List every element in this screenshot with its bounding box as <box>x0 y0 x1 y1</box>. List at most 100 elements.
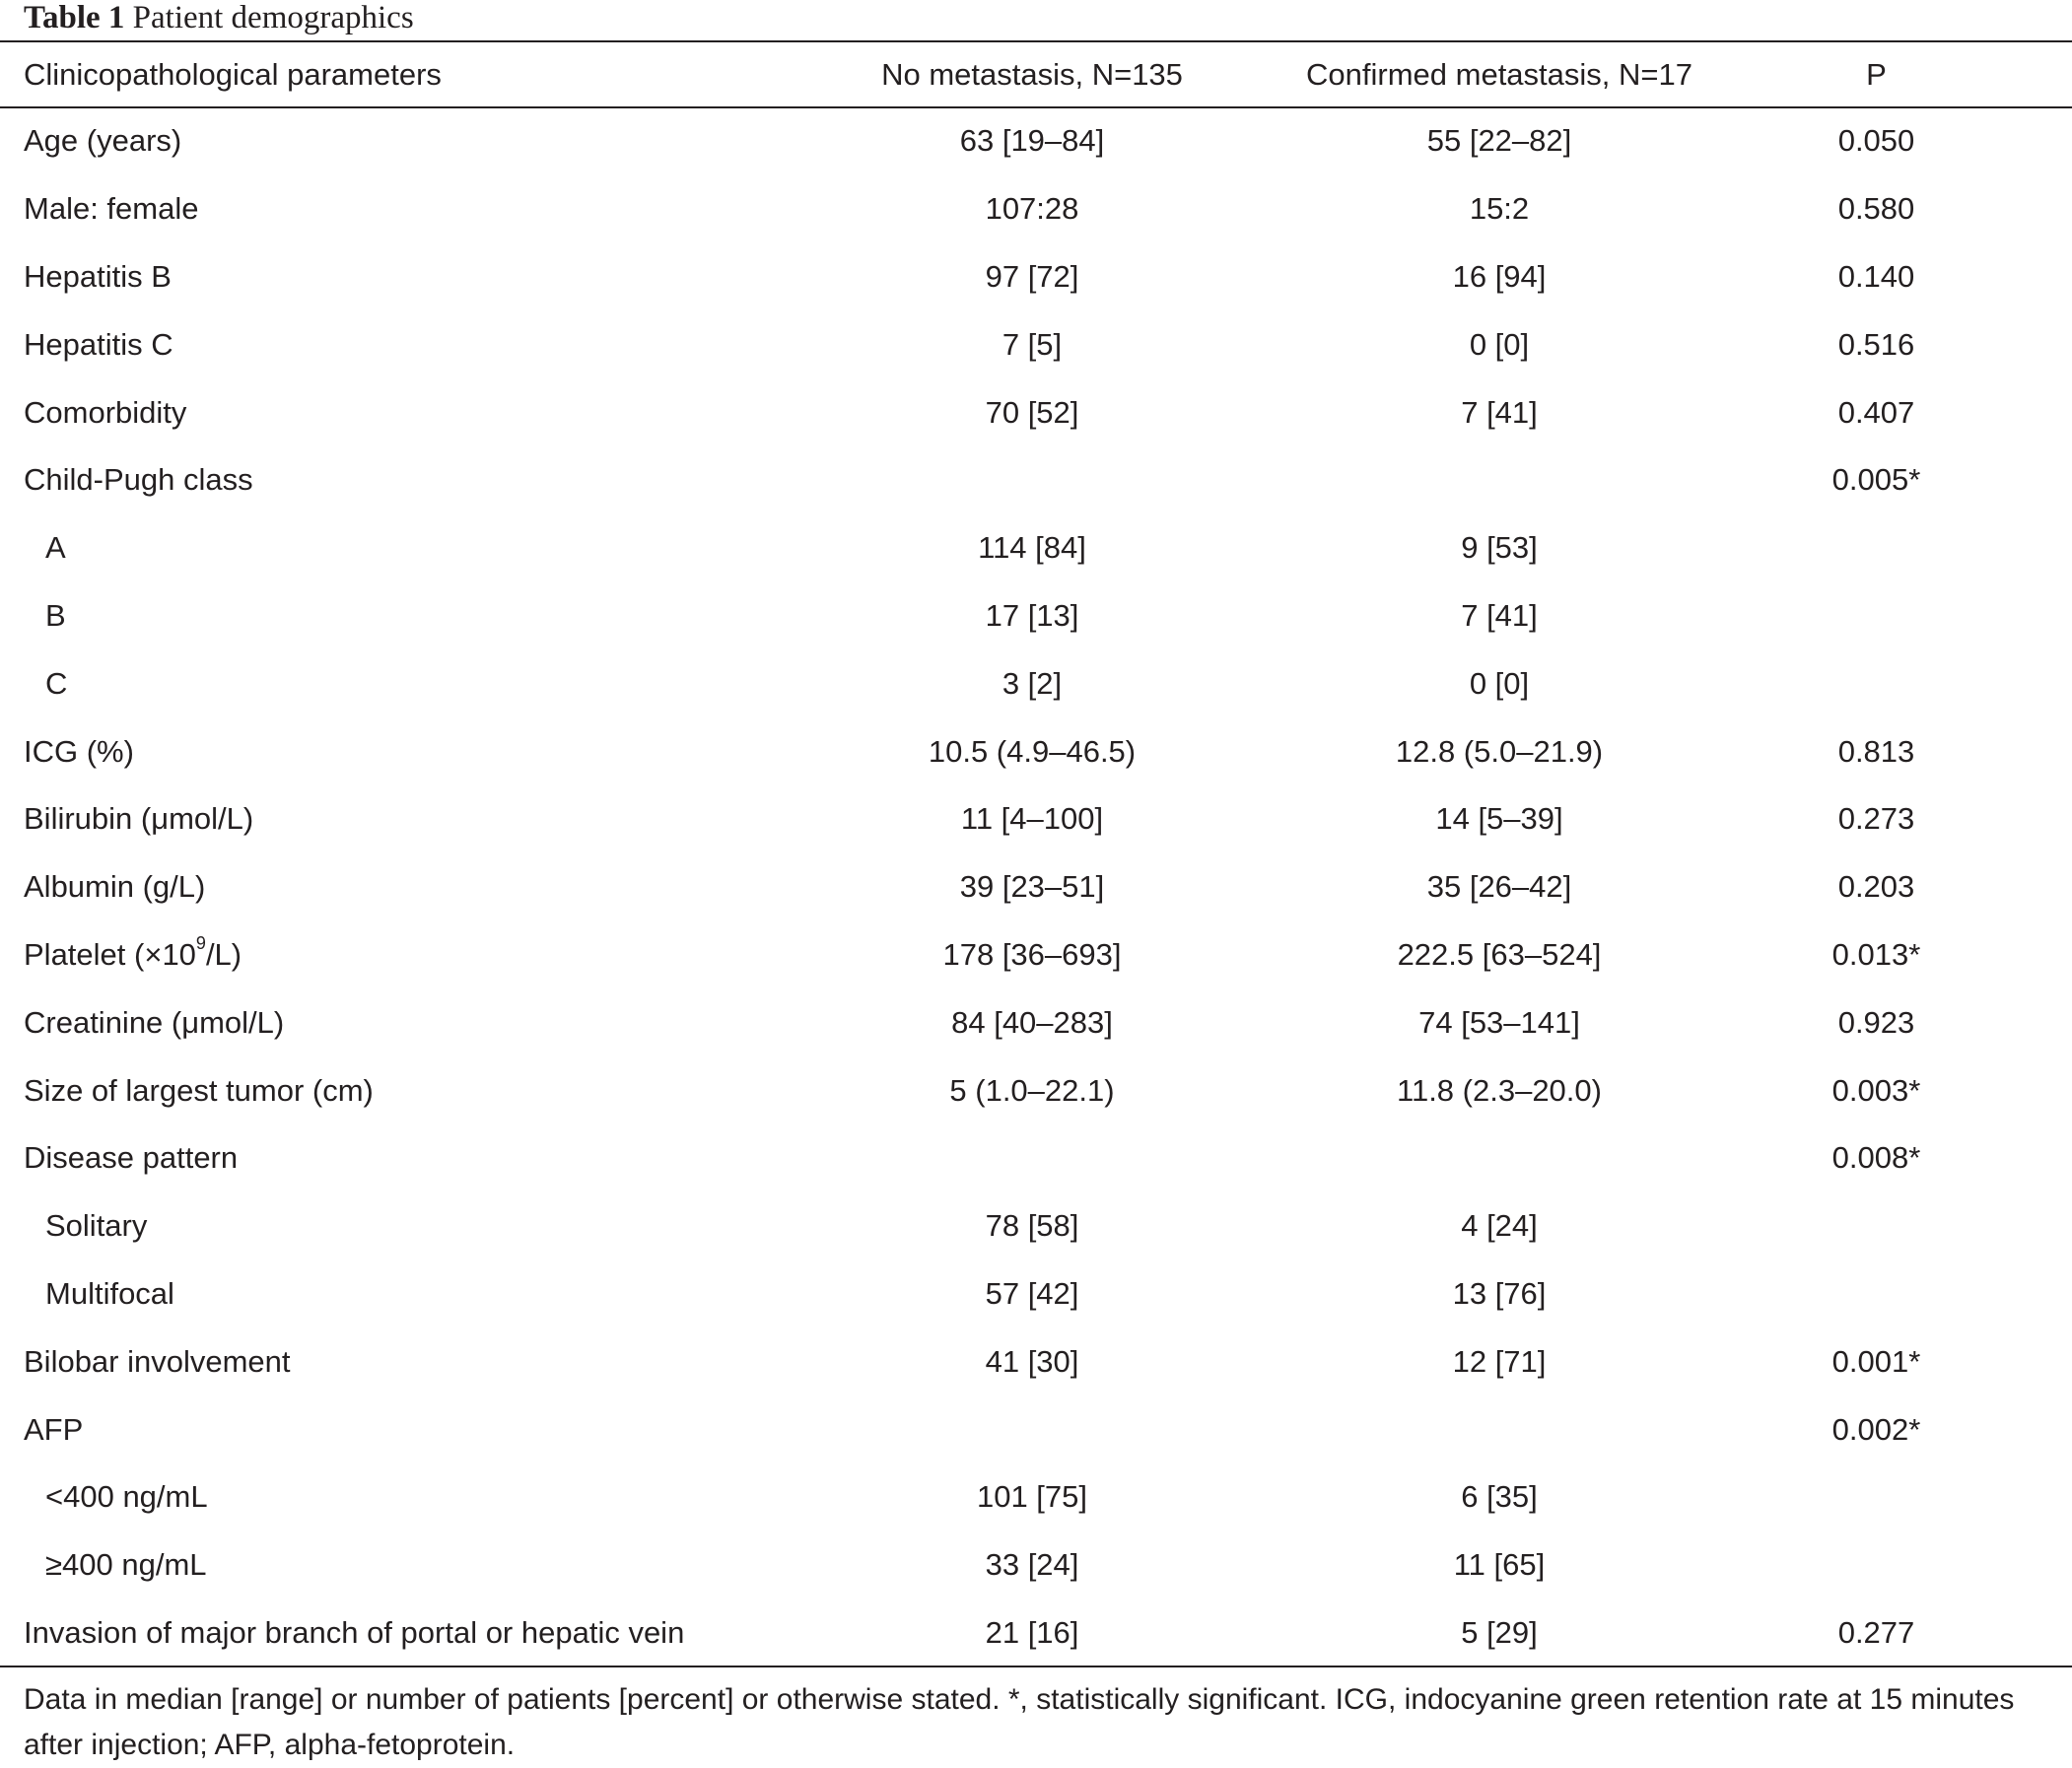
table-row: Disease pattern 0.008* <box>0 1124 2072 1192</box>
table-row: Invasion of major branch of portal or he… <box>0 1599 2072 1667</box>
confirmed-metastasis-value <box>1278 1395 1720 1463</box>
p-value: 0.050 <box>1837 123 1915 159</box>
no-metastasis-value: 107:28 <box>985 191 1079 227</box>
table-row: Creatinine (μmol/L) 84 [40–283] 74 [53–141… <box>0 988 2072 1056</box>
row-label-text: Child-Pugh class <box>24 462 253 498</box>
column-header-confirmed-metastasis: Confirmed metastasis, N=17 <box>1306 57 1692 92</box>
row-label: Albumin (g/L) <box>0 853 741 921</box>
row-label: Hepatitis C <box>0 310 741 378</box>
confirmed-metastasis-value: 55 [22–82] <box>1426 123 1572 159</box>
p-value <box>1720 1192 2072 1260</box>
table-row: Age (years) 63 [19–84] 55 [22–82] 0.050 <box>0 107 2072 175</box>
row-label: Comorbidity <box>0 378 741 446</box>
confirmed-metastasis-value: 14 [5–39] <box>1435 801 1563 837</box>
p-value <box>1720 582 2072 650</box>
p-value: 0.516 <box>1837 326 1915 362</box>
demographics-table: Clinicopathological parameters No metast… <box>0 42 2072 1666</box>
table-row: Hepatitis C 7 [5] 0 [0] 0.516 <box>0 310 2072 378</box>
table-header-row: Clinicopathological parameters No metast… <box>0 42 2072 107</box>
confirmed-metastasis-value: 11 [65] <box>1453 1547 1546 1583</box>
row-label-text: <400 ng/mL <box>45 1479 208 1515</box>
table-row: C 3 [2] 0 [0] <box>0 649 2072 717</box>
confirmed-metastasis-value: 6 [35] <box>1461 1479 1538 1515</box>
table-row: ICG (%) 10.5 (4.9–46.5) 12.8 (5.0–21.9) 0.8… <box>0 717 2072 785</box>
row-label-text: Invasion of major branch of portal or he… <box>24 1614 685 1650</box>
confirmed-metastasis-value: 11.8 (2.3–20.0) <box>1397 1072 1602 1108</box>
p-value <box>1720 514 2072 582</box>
row-label: Creatinine (μmol/L) <box>0 988 741 1056</box>
row-label-text: B <box>45 597 66 633</box>
table-row: Bilobar involvement 41 [30] 12 [71] 0.001* <box>0 1327 2072 1395</box>
no-metastasis-value: 114 [84] <box>978 530 1086 566</box>
p-value: 0.140 <box>1837 258 1915 294</box>
no-metastasis-value: 5 (1.0–22.1) <box>949 1072 1115 1108</box>
row-label: ICG (%) <box>0 717 741 785</box>
p-value: 0.407 <box>1837 394 1915 430</box>
column-header-no-metastasis: No metastasis, N=135 <box>881 57 1183 92</box>
no-metastasis-value: 41 [30] <box>985 1343 1079 1379</box>
table-row: Child-Pugh class 0.005* <box>0 446 2072 514</box>
table-header-rule <box>0 106 2072 108</box>
row-label: AFP <box>0 1395 741 1463</box>
table-row: Comorbidity 70 [52] 7 [41] 0.407 <box>0 378 2072 446</box>
row-label-text: AFP <box>24 1411 84 1447</box>
row-label-text: Disease pattern <box>24 1140 239 1176</box>
row-label: Platelet (×109/L) <box>0 921 741 989</box>
confirmed-metastasis-value: 12 [71] <box>1452 1343 1547 1379</box>
column-header-parameters: Clinicopathological parameters <box>24 57 442 92</box>
row-label: ≥400 ng/mL <box>0 1531 741 1599</box>
row-label: <400 ng/mL <box>0 1463 741 1531</box>
row-label: Disease pattern <box>0 1124 741 1192</box>
no-metastasis-value: 3 [2] <box>1001 665 1063 701</box>
no-metastasis-value: 178 [36–693] <box>942 936 1122 972</box>
row-label-suffix: /L) <box>205 936 242 972</box>
p-value: 0.203 <box>1837 869 1915 905</box>
p-value: 0.923 <box>1837 1004 1915 1040</box>
no-metastasis-value: 57 [42] <box>985 1275 1079 1311</box>
no-metastasis-value: 39 [23–51] <box>959 869 1105 905</box>
row-label: A <box>0 514 741 582</box>
table-top-rule <box>0 40 2072 42</box>
row-label: Age (years) <box>0 107 741 175</box>
p-value: 0.580 <box>1837 191 1915 227</box>
no-metastasis-value: 97 [72] <box>985 258 1079 294</box>
row-label-text: ICG (%) <box>24 733 134 769</box>
table-caption: Table 1 Patient demographics <box>24 0 414 39</box>
p-value <box>1720 649 2072 717</box>
row-label-text: C <box>45 665 68 701</box>
confirmed-metastasis-value: 13 [76] <box>1452 1275 1547 1311</box>
row-label: Multifocal <box>0 1260 741 1328</box>
no-metastasis-value: 33 [24] <box>985 1547 1079 1583</box>
confirmed-metastasis-value: 74 [53–141] <box>1418 1004 1580 1040</box>
row-label-text: A <box>45 530 66 566</box>
row-label: Child-Pugh class <box>0 446 741 514</box>
table-row: Bilirubin (μmol/L) 11 [4–100] 14 [5–39] 0.2… <box>0 785 2072 853</box>
confirmed-metastasis-value: 12.8 (5.0–21.9) <box>1395 733 1604 769</box>
confirmed-metastasis-value: 5 [29] <box>1461 1614 1538 1650</box>
row-label-text: Platelet (×10 <box>24 936 196 972</box>
row-label: Size of largest tumor (cm) <box>0 1056 741 1124</box>
row-label-text: ≥400 ng/mL <box>45 1547 207 1583</box>
table-row: Solitary 78 [58] 4 [24] <box>0 1192 2072 1260</box>
confirmed-metastasis-value: 9 [53] <box>1461 530 1538 566</box>
table-caption-label: Table 1 <box>24 0 125 35</box>
no-metastasis-value: 101 [75] <box>976 1479 1088 1515</box>
row-label-text: Comorbidity <box>24 394 187 430</box>
row-label: Hepatitis B <box>0 243 741 311</box>
row-label-text: Size of largest tumor (cm) <box>24 1072 374 1108</box>
table-body: Age (years) 63 [19–84] 55 [22–82] 0.050 Male… <box>0 107 2072 1666</box>
confirmed-metastasis-value: 7 [41] <box>1461 394 1538 430</box>
no-metastasis-value <box>741 1395 1278 1463</box>
row-label: Invasion of major branch of portal or he… <box>0 1599 741 1667</box>
row-label-superscript: 9 <box>195 932 206 953</box>
no-metastasis-value: 10.5 (4.9–46.5) <box>928 733 1137 769</box>
row-label: B <box>0 582 741 650</box>
row-label: C <box>0 649 741 717</box>
p-value: 0.003* <box>1831 1072 1921 1108</box>
row-label-text: Creatinine (μmol/L) <box>24 1004 285 1040</box>
table-row: AFP 0.002* <box>0 1395 2072 1463</box>
confirmed-metastasis-value: 15:2 <box>1469 191 1530 227</box>
row-label-text: Bilirubin (μmol/L) <box>24 801 254 837</box>
row-label-text: Solitary <box>45 1208 148 1244</box>
